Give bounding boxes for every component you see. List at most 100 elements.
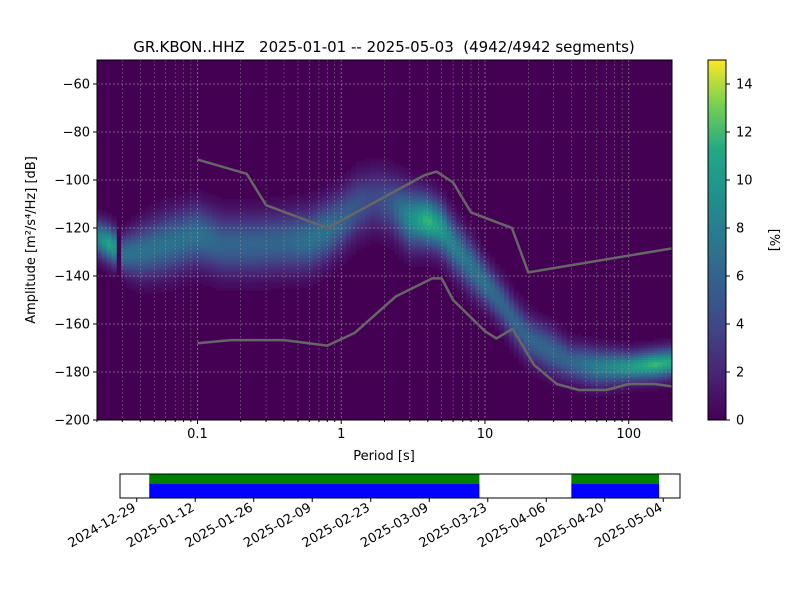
heatmap-cell <box>398 175 405 179</box>
heatmap-cell <box>465 256 472 260</box>
heatmap-cell <box>216 264 223 267</box>
heatmap-cell <box>221 237 227 241</box>
heatmap-cell <box>279 216 285 219</box>
heatmap-cell <box>303 230 309 234</box>
heatmap-cell <box>432 247 438 251</box>
heatmap-cell <box>197 280 204 284</box>
heatmap-cell <box>317 237 323 241</box>
heatmap-cell <box>604 355 611 359</box>
heatmap-cell <box>207 256 213 260</box>
heatmap-cell <box>384 230 390 234</box>
heatmap-cell <box>168 283 175 287</box>
heatmap-cell <box>413 180 419 183</box>
heatmap-cell <box>288 285 295 289</box>
heatmap-cell <box>485 295 491 299</box>
heatmap-cell <box>576 340 582 344</box>
heatmap-cell <box>111 264 117 267</box>
heatmap-cell <box>379 216 386 219</box>
heatmap-cell <box>221 230 227 234</box>
heatmap-cell <box>212 220 218 224</box>
heatmap-cell <box>418 264 424 267</box>
heatmap-cell <box>350 216 357 219</box>
heatmap-cell <box>288 204 295 207</box>
heatmap-cell <box>360 201 366 205</box>
heatmap-cell <box>437 184 443 188</box>
heatmap-cell <box>624 343 630 347</box>
heatmap-cell <box>235 208 242 212</box>
heatmap-cell <box>274 247 280 251</box>
heatmap-cell <box>557 348 563 351</box>
heatmap-cell <box>360 199 366 203</box>
heatmap-cell <box>499 312 505 315</box>
heatmap-cell <box>513 314 520 318</box>
heatmap-cell <box>336 228 342 231</box>
heatmap-cell <box>557 369 563 373</box>
heatmap-cell <box>125 268 132 272</box>
heatmap-cell <box>207 201 213 205</box>
heatmap-cell <box>437 240 443 243</box>
heatmap-cell <box>667 345 672 349</box>
heatmap-cell <box>231 235 237 239</box>
heatmap-cell <box>413 252 419 255</box>
heatmap-cell <box>341 201 347 205</box>
heatmap-cell <box>97 264 103 267</box>
heatmap-cell <box>240 285 247 289</box>
heatmap-cell <box>648 388 654 392</box>
heatmap-cell <box>667 350 672 354</box>
heatmap-cell <box>250 249 256 253</box>
heatmap-cell <box>336 182 342 186</box>
heatmap-cell <box>212 278 218 282</box>
heatmap-cell <box>360 242 366 246</box>
heatmap-cell <box>470 307 477 311</box>
heatmap-cell <box>360 223 366 227</box>
heatmap-cell <box>648 362 654 366</box>
heatmap-cell <box>600 364 606 368</box>
heatmap-cell <box>264 225 271 229</box>
heatmap-cell <box>461 256 467 260</box>
heatmap-cell <box>341 211 347 215</box>
heatmap-cell <box>135 276 141 279</box>
heatmap-cell <box>183 264 189 267</box>
heatmap-cell <box>159 273 165 277</box>
heatmap-cell <box>427 208 434 212</box>
heatmap-cell <box>293 208 299 212</box>
heatmap-cell <box>504 326 510 330</box>
heatmap-cell <box>245 204 251 207</box>
heatmap-cell <box>422 261 429 265</box>
heatmap-cell <box>279 280 285 284</box>
heatmap-cell <box>164 196 170 200</box>
heatmap-cell <box>255 218 261 222</box>
heatmap-cell <box>341 225 347 229</box>
heatmap-cell <box>216 237 223 241</box>
heatmap-cell <box>245 261 251 265</box>
heatmap-cell <box>566 362 572 366</box>
heatmap-cell <box>274 206 280 210</box>
heatmap-cell <box>374 208 381 212</box>
heatmap-cell <box>470 249 477 253</box>
heatmap-cell <box>389 242 395 246</box>
heatmap-cell <box>202 192 208 195</box>
heatmap-cell <box>580 352 587 356</box>
heatmap-cell <box>585 343 592 347</box>
heatmap-cell <box>298 242 304 246</box>
heatmap-cell <box>144 240 151 243</box>
heatmap-cell <box>604 372 611 375</box>
heatmap-cell <box>250 271 256 275</box>
heatmap-cell <box>590 350 596 354</box>
heatmap-cell <box>207 220 213 224</box>
heatmap-cell <box>255 211 261 215</box>
heatmap-cell <box>293 220 299 224</box>
heatmap-cell <box>609 355 616 359</box>
heatmap-cell <box>231 259 237 263</box>
heatmap-cell <box>350 204 357 207</box>
heatmap-cell <box>504 319 510 323</box>
heatmap-cell <box>403 259 410 263</box>
heatmap-cell <box>365 223 371 227</box>
heatmap-cell <box>283 232 290 236</box>
heatmap-cell <box>403 168 410 171</box>
heatmap-cell <box>566 348 572 351</box>
heatmap-cell <box>259 208 266 212</box>
heatmap-cell <box>422 177 429 181</box>
heatmap-cell <box>226 276 232 279</box>
heatmap-cell <box>111 259 117 263</box>
